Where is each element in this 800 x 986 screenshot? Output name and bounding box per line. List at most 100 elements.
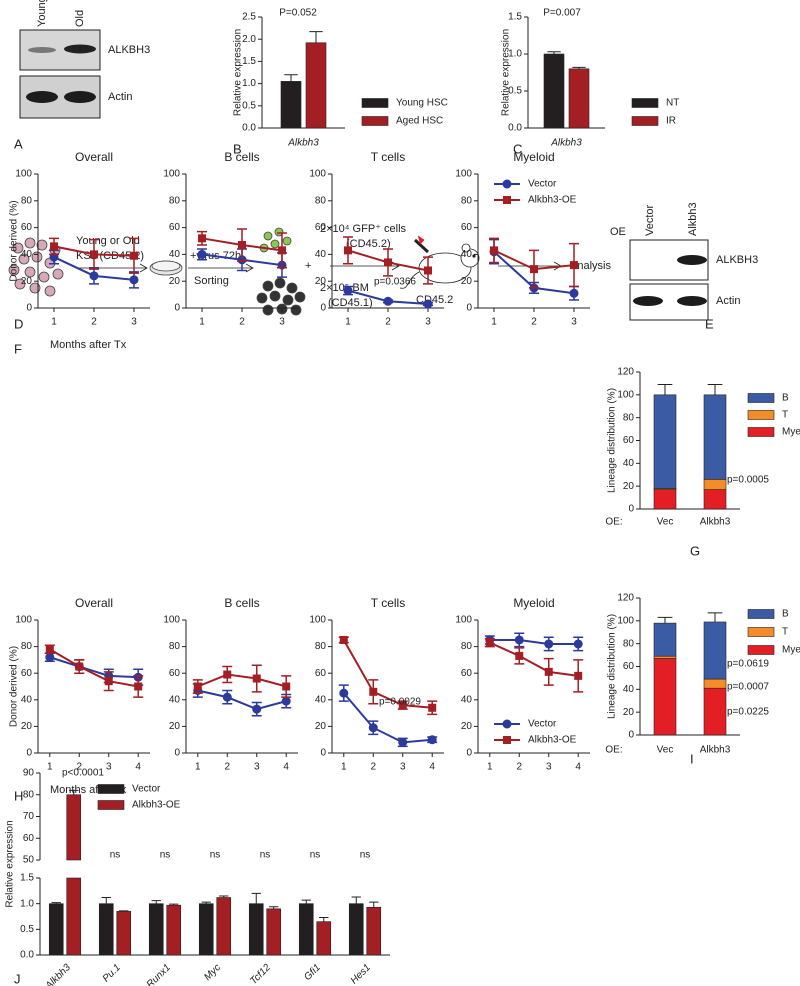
chart-title: Overall — [75, 150, 113, 164]
marker — [50, 242, 58, 251]
error-bar — [169, 903, 179, 906]
y-tick-label: 1.0 — [20, 898, 34, 909]
marker — [339, 635, 348, 644]
y-tick-label: 0 — [174, 303, 180, 314]
x-tick-label: 2 — [239, 317, 245, 328]
x-tick-label: 2 — [385, 317, 391, 328]
y-tick-label: 20 — [623, 481, 635, 492]
x-tick-label: 1 — [199, 317, 205, 328]
y-tick-label: 20 — [315, 721, 327, 732]
marker — [570, 261, 578, 270]
cell — [274, 277, 286, 289]
lane-label: Alkbh3 — [687, 202, 699, 236]
band — [64, 91, 96, 103]
marker — [130, 251, 138, 260]
cell — [262, 304, 274, 316]
error-bar — [51, 902, 61, 904]
band-label: ALKBH3 — [716, 254, 758, 266]
cell — [31, 251, 43, 263]
gfp-cells — [259, 227, 292, 253]
y-tick-label: 70 — [23, 811, 35, 822]
legend-swatch — [747, 393, 775, 403]
y-tick-label: 40 — [315, 694, 327, 705]
marker — [198, 234, 206, 243]
marker — [544, 639, 554, 649]
legend-swatch — [631, 116, 659, 126]
x-tick-label: 2 — [370, 762, 376, 773]
series-line — [197, 689, 287, 711]
bar — [98, 903, 114, 956]
y-tick-label: 80 — [21, 195, 33, 206]
y-tick-label: 1.0 — [242, 78, 256, 89]
diagram-label: (CD45.1) — [328, 297, 373, 309]
bar — [248, 903, 264, 956]
cell — [14, 278, 26, 290]
x-tick-label: 2 — [516, 762, 522, 773]
bar — [166, 904, 182, 956]
bar-segment — [703, 394, 727, 480]
marker — [574, 671, 583, 680]
x-tick-label: 4 — [429, 762, 435, 773]
marker — [75, 662, 84, 671]
bar-segment — [653, 489, 677, 510]
marker — [530, 265, 538, 274]
bar-segment — [703, 687, 727, 736]
y-tick-label: 40 — [623, 684, 635, 695]
error-bar — [572, 66, 586, 69]
legend-swatch — [747, 645, 775, 655]
marker — [90, 250, 98, 259]
y-tick-label: 60 — [315, 222, 327, 233]
y-tick-label: 120 — [617, 593, 634, 604]
x-tick-label: Myc — [202, 962, 223, 983]
marker — [485, 638, 494, 647]
y-tick-label: 80 — [461, 641, 473, 652]
cell — [270, 239, 280, 249]
error-bar — [69, 789, 79, 795]
blot-a: Young Old ALKBH3 Actin — [19, 0, 150, 119]
marker — [197, 249, 207, 259]
legend-marker — [502, 719, 512, 729]
y-axis-label: Relative expression — [501, 29, 512, 116]
y-tick-label: 20 — [21, 276, 33, 287]
y-tick-label: 60 — [461, 222, 473, 233]
marker — [514, 635, 524, 645]
cell — [263, 231, 273, 241]
cell — [274, 227, 284, 237]
y-tick-label: 90 — [23, 768, 35, 779]
error-bar — [351, 896, 361, 904]
y-tick-label: 20 — [315, 276, 327, 287]
series-line — [343, 692, 433, 744]
y-tick-label: 100 — [15, 169, 32, 180]
y-axis-label: Relative expression — [5, 820, 16, 907]
mouse-eye — [472, 254, 476, 258]
chart-title: Myeloid — [513, 596, 554, 610]
bar-segment — [653, 658, 677, 736]
error-bar — [301, 899, 311, 904]
annotation: p=0.0029 — [379, 697, 421, 708]
band — [64, 44, 96, 54]
cell — [24, 266, 36, 278]
legend-label: NT — [666, 98, 679, 109]
chart-title: Myeloid — [513, 150, 554, 164]
y-tick-label: 100 — [15, 615, 32, 626]
y-tick-label: 80 — [21, 641, 33, 652]
marker — [544, 667, 553, 676]
x-tick-label: 3 — [279, 317, 285, 328]
series-line — [489, 638, 579, 645]
diagram-label: (CD45.2) — [346, 238, 391, 250]
bar — [568, 68, 590, 129]
y-tick-label: 60 — [461, 668, 473, 679]
y-tick-label: 60 — [623, 435, 635, 446]
cell — [256, 292, 268, 304]
error-bar — [269, 906, 279, 909]
cell — [286, 282, 298, 294]
error-bar — [369, 901, 379, 908]
panel-label: E — [705, 316, 714, 331]
y-tick-label: 0 — [320, 303, 326, 314]
x-tick-label: Runx1 — [145, 962, 173, 986]
x-axis-label: OE: — [605, 517, 622, 528]
error-bar — [657, 384, 673, 395]
x-tick-label: Alkbh3 — [43, 962, 73, 986]
y-tick-label: 60 — [623, 661, 635, 672]
legend-swatch — [97, 800, 125, 810]
